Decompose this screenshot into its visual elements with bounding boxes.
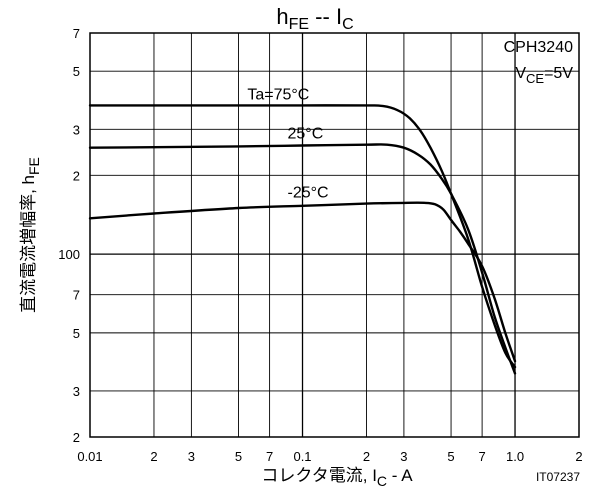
x-tick-label: 2 — [363, 449, 370, 464]
x-tick-labels: 0.01 2 3 5 7 0.1 2 3 5 7 1.0 2 — [77, 449, 582, 464]
y-tick-labels: 2 3 5 7 100 2 3 5 7 — [58, 26, 80, 445]
y-tick-label: 2 — [73, 168, 80, 183]
chart-title: hFE -- IC — [276, 4, 353, 33]
x-tick-label: 5 — [447, 449, 454, 464]
y-tick-label: 2 — [73, 430, 80, 445]
x-tick-label: 7 — [478, 449, 485, 464]
x-tick-label: 1.0 — [506, 449, 524, 464]
x-axis-label: コレクタ電流, IC - A — [261, 466, 413, 489]
series-line — [88, 201, 517, 363]
y-tick-label: 100 — [58, 247, 80, 262]
series-line — [88, 143, 517, 375]
series-group: Ta=75°C 25°C -25°C — [88, 86, 517, 375]
x-tick-label: 2 — [575, 449, 582, 464]
series-line — [88, 104, 517, 369]
x-tick-label: 3 — [400, 449, 407, 464]
condition-label: VCE=5V — [515, 65, 573, 86]
y-tick-label: 7 — [73, 288, 80, 303]
grid — [89, 32, 580, 438]
series-label: -25°C — [288, 185, 329, 202]
x-tick-label: 3 — [188, 449, 195, 464]
plot-frame — [89, 32, 580, 438]
x-tick-label: 7 — [266, 449, 273, 464]
series-label: 25°C — [288, 126, 324, 143]
y-tick-label: 5 — [73, 326, 80, 341]
x-tick-label: 2 — [150, 449, 157, 464]
x-tick-label: 5 — [235, 449, 242, 464]
y-axis-label: 直流電流増幅率, hFE — [19, 157, 42, 313]
y-tick-label: 3 — [73, 122, 80, 137]
y-tick-label: 7 — [73, 26, 80, 41]
y-tick-label: 3 — [73, 384, 80, 399]
series-label: Ta=75°C — [247, 86, 309, 103]
x-tick-label: 0.1 — [293, 449, 311, 464]
x-tick-label: 0.01 — [77, 449, 102, 464]
y-tick-label: 5 — [73, 64, 80, 79]
device-label: CPH3240 — [504, 39, 573, 56]
figure-id: IT07237 — [536, 470, 580, 484]
